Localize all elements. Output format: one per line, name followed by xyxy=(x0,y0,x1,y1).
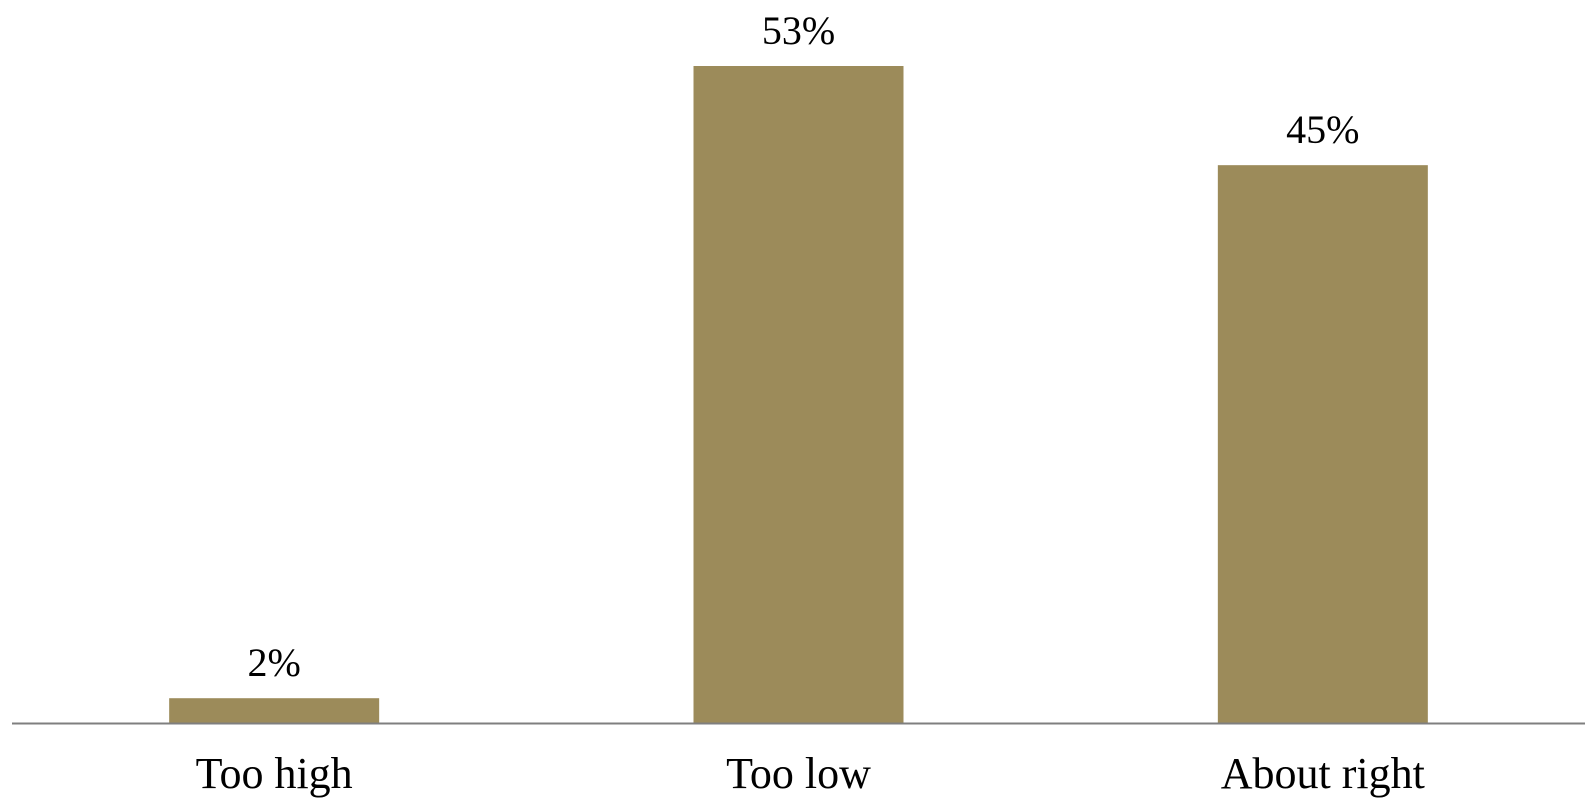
bars-group xyxy=(169,66,1428,724)
data-label: 45% xyxy=(1286,107,1359,152)
bar-too-low xyxy=(693,66,904,723)
category-labels-group: Too high Too low About right xyxy=(196,749,1425,798)
data-labels-group: 2% 53% 45% xyxy=(248,8,1360,685)
bar-too-high xyxy=(169,698,380,723)
category-label: About right xyxy=(1221,749,1425,798)
category-label: Too low xyxy=(726,749,871,798)
data-label: 53% xyxy=(762,8,835,53)
bar-about-right xyxy=(1217,165,1428,724)
data-label: 2% xyxy=(248,640,301,685)
category-label: Too high xyxy=(196,749,353,798)
